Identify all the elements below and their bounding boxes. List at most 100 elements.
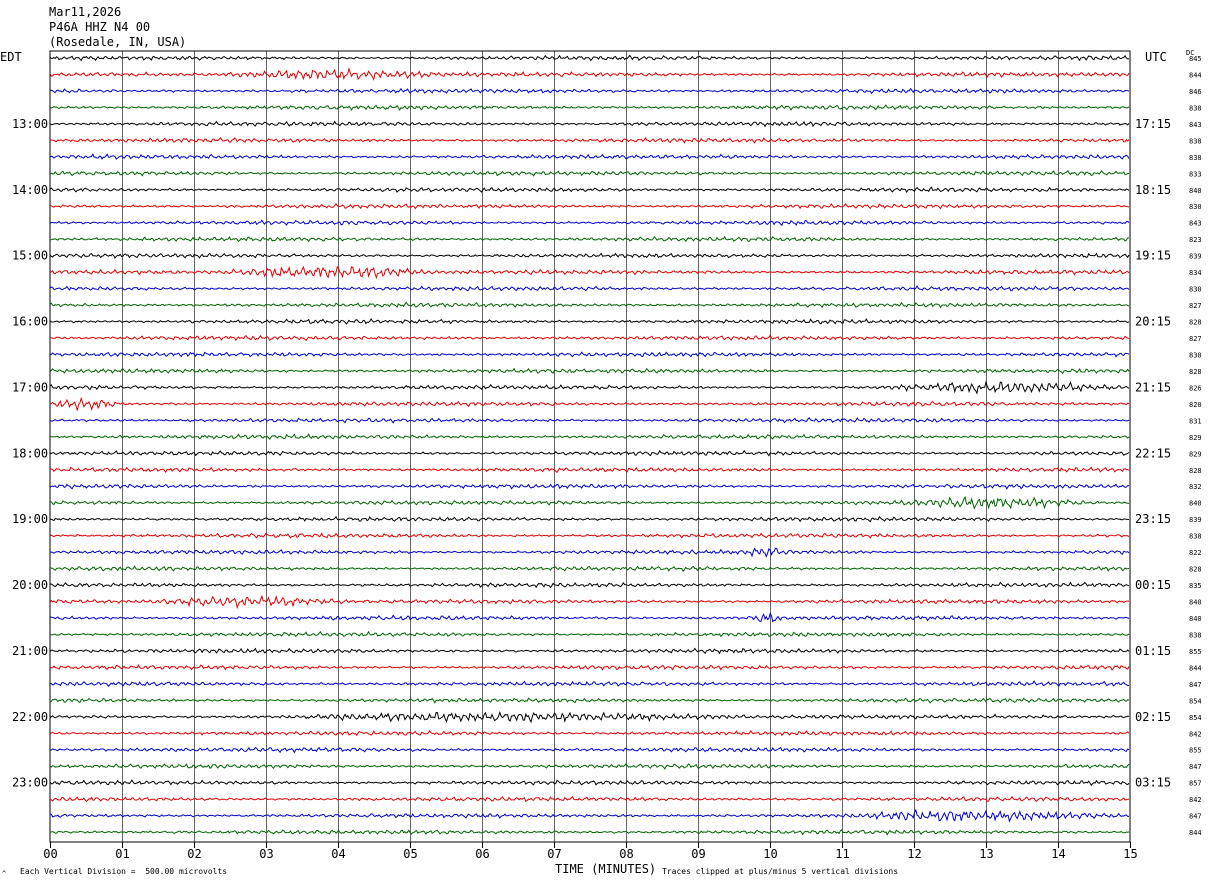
seismic-trace xyxy=(49,730,1130,737)
dc-value: 857 xyxy=(1189,780,1202,788)
dc-value: 831 xyxy=(1189,417,1202,425)
seismic-trace xyxy=(49,697,1130,704)
x-tick-label: 02 xyxy=(187,847,201,861)
dc-value: 822 xyxy=(1189,549,1202,557)
seismic-trace xyxy=(49,367,1130,375)
seismic-trace xyxy=(49,380,1130,395)
dc-value: 833 xyxy=(1189,170,1202,178)
seismic-trace xyxy=(49,252,1130,259)
vertical-division-note: Each Vertical Division = 500.00 microvol… xyxy=(20,867,228,876)
seismic-trace xyxy=(49,547,1130,558)
dc-value: 845 xyxy=(1189,55,1202,63)
utc-hour-label: 21:15 xyxy=(1135,380,1171,394)
seismic-trace xyxy=(49,54,1130,62)
dc-value: 847 xyxy=(1189,813,1202,821)
utc-hour-label: 20:15 xyxy=(1135,315,1171,329)
x-tick-label: 15 xyxy=(1123,847,1137,861)
x-tick-label: 00 xyxy=(43,847,57,861)
seismic-trace xyxy=(49,136,1130,144)
seismic-trace xyxy=(50,829,1130,836)
seismic-trace xyxy=(49,66,1130,81)
right-timezone-label: UTC xyxy=(1145,50,1167,64)
x-tick-label: 04 xyxy=(331,847,345,861)
dc-value: 827 xyxy=(1189,335,1202,343)
utc-hour-label: 17:15 xyxy=(1135,117,1171,131)
dc-value: 847 xyxy=(1189,763,1202,771)
x-axis-label: TIME (MINUTES) xyxy=(555,862,657,876)
dc-value: 847 xyxy=(1189,681,1202,689)
x-tick-label: 13 xyxy=(979,847,993,861)
seismic-trace xyxy=(49,351,1130,358)
seismic-trace xyxy=(49,763,1130,770)
station-location: (Rosedale, IN, USA) xyxy=(49,35,187,49)
dc-value: 854 xyxy=(1189,714,1202,722)
dc-value: 842 xyxy=(1189,796,1202,804)
dc-value: 828 xyxy=(1189,319,1202,327)
seismic-trace xyxy=(49,433,1130,441)
utc-hour-label: 19:15 xyxy=(1135,249,1171,263)
dc-value: 840 xyxy=(1189,615,1202,623)
clipping-note: Traces clipped at plus/minus 5 vertical … xyxy=(662,867,899,876)
dc-value: 838 xyxy=(1189,533,1202,541)
utc-hour-label: 22:15 xyxy=(1135,446,1171,460)
seismic-trace xyxy=(49,87,1130,95)
x-tick-label: 14 xyxy=(1051,847,1065,861)
dc-value: 838 xyxy=(1189,154,1202,162)
x-tick-label: 09 xyxy=(691,847,705,861)
chart-date: Mar11,2026 xyxy=(49,5,122,19)
dc-value: 844 xyxy=(1189,829,1202,837)
dc-value: 838 xyxy=(1189,631,1202,639)
left-timezone-label: EDT xyxy=(0,50,22,64)
seismic-trace xyxy=(49,202,1130,210)
seismic-trace xyxy=(49,746,1130,754)
seismic-trace xyxy=(49,664,1130,671)
dc-value: 835 xyxy=(1189,582,1202,590)
edt-hour-label: 23:00 xyxy=(12,776,48,790)
seismic-trace xyxy=(49,417,1130,424)
edt-hour-label: 17:00 xyxy=(12,380,48,394)
edt-hour-label: 16:00 xyxy=(12,315,48,329)
dc-value: 855 xyxy=(1189,648,1202,656)
seismic-trace xyxy=(49,647,1130,655)
seismic-trace xyxy=(49,594,1129,610)
dc-value: 843 xyxy=(1189,220,1202,228)
seismic-trace xyxy=(49,449,1130,457)
utc-hour-label: 00:15 xyxy=(1135,578,1171,592)
dc-value: 854 xyxy=(1189,697,1202,705)
seismic-trace xyxy=(49,581,1130,589)
utc-hour-label: 01:15 xyxy=(1135,644,1171,658)
seismic-trace xyxy=(49,285,1130,292)
seismic-trace xyxy=(49,104,1130,111)
dc-value: 828 xyxy=(1189,368,1202,376)
seismic-trace xyxy=(49,680,1130,688)
edt-hour-label: 21:00 xyxy=(12,644,48,658)
edt-hour-label: 18:00 xyxy=(12,446,48,460)
seismic-trace xyxy=(49,496,1130,510)
dc-value: 830 xyxy=(1189,203,1202,211)
dc-value: 838 xyxy=(1189,104,1202,112)
plot-frame xyxy=(49,50,1131,843)
seismic-trace xyxy=(49,565,1130,573)
seismic-trace xyxy=(49,219,1130,227)
dc-value: 840 xyxy=(1189,599,1202,607)
seismic-trace xyxy=(49,153,1130,160)
seismic-trace xyxy=(49,317,1130,325)
dc-value: 820 xyxy=(1189,401,1202,409)
dc-value: 830 xyxy=(1189,351,1202,359)
x-tick-label: 01 xyxy=(115,847,129,861)
edt-hour-label: 19:00 xyxy=(12,512,48,526)
seismic-trace xyxy=(49,612,1130,623)
dc-value: 842 xyxy=(1189,730,1202,738)
dc-value: 823 xyxy=(1189,236,1202,244)
dc-column-label: DC xyxy=(1186,49,1195,57)
seismic-trace xyxy=(49,515,1130,523)
utc-hour-label: 02:15 xyxy=(1135,710,1171,724)
dc-value: 832 xyxy=(1189,483,1202,491)
seismic-trace xyxy=(49,532,1130,539)
dc-value: 844 xyxy=(1189,664,1202,672)
dc-value: 838 xyxy=(1189,137,1202,145)
seismic-trace xyxy=(49,169,1130,177)
dc-value: 829 xyxy=(1189,434,1202,442)
x-tick-label: 07 xyxy=(547,847,561,861)
